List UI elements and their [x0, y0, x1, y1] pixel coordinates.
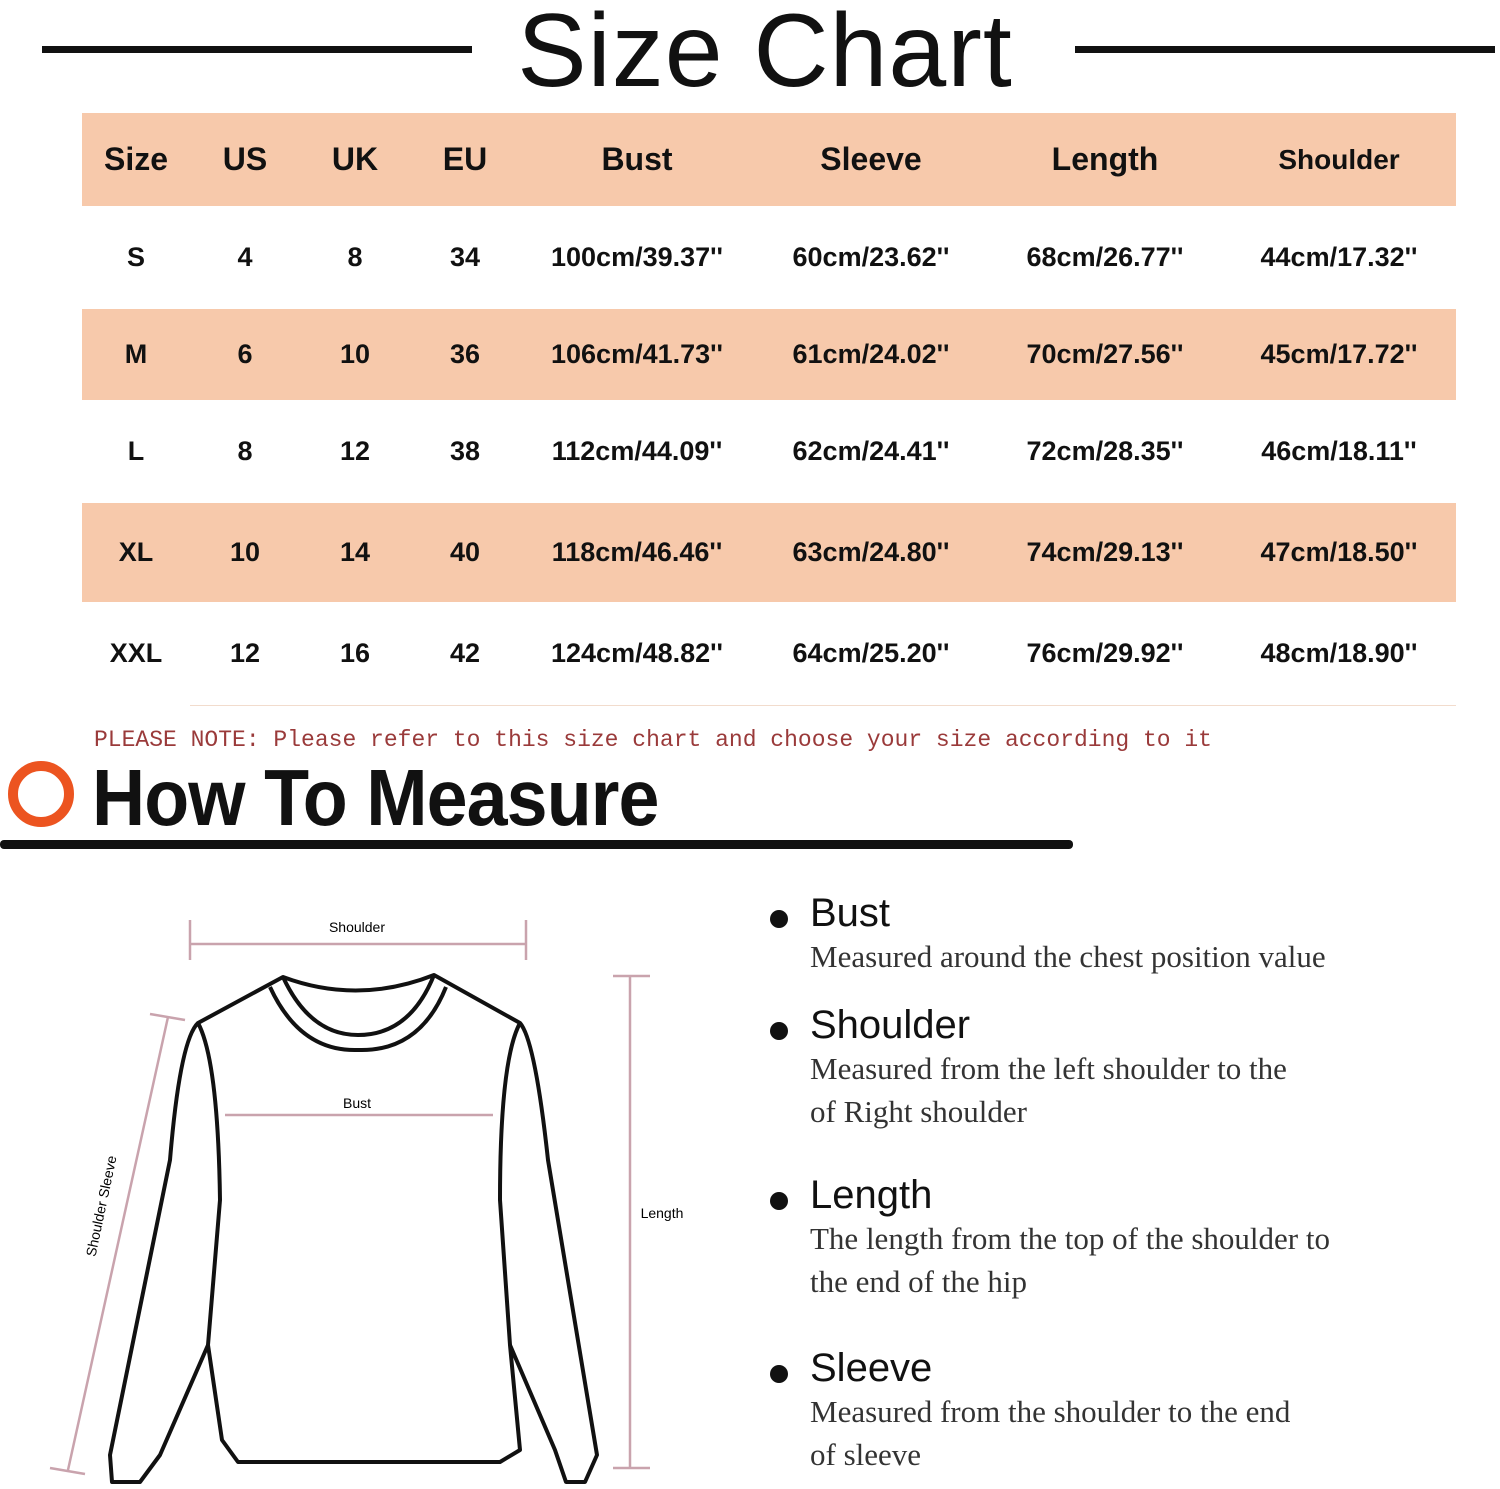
header-size: Size [103, 141, 169, 177]
instruction-text: of sleeve [810, 1437, 922, 1472]
instruction-title: Bust [810, 891, 891, 935]
table-row: XL 10 14 40 118cm/46.46'' 63cm/24.80'' 74cm/29… [82, 503, 1456, 602]
table-cell-shoulder: 47cm/18.50'' [1260, 537, 1418, 567]
table-cell-bust: 100cm/39.37'' [551, 242, 723, 272]
bullet-icon [770, 1022, 788, 1040]
table-cell-us: 6 [237, 339, 253, 369]
title-rule-left [42, 46, 472, 53]
table-cell-sleeve: 61cm/24.02'' [792, 339, 950, 369]
header-eu: EU [442, 141, 488, 177]
instruction-title: Length [810, 1173, 933, 1217]
measure-lines [49, 920, 650, 1476]
table-header-row: Size US UK EU Bust Sleeve Length Shoulde… [82, 113, 1456, 206]
table-cell-size: S [126, 242, 145, 272]
instruction-title: Shoulder [810, 1003, 971, 1047]
table-cell-length: 70cm/27.56'' [1026, 339, 1184, 369]
instruction-text: Measured from the left shoulder to the [810, 1051, 1287, 1086]
table-cell-size: XL [118, 537, 154, 567]
table-cell-eu: 38 [449, 436, 481, 466]
table-cell-sleeve: 62cm/24.41'' [792, 436, 950, 466]
bust-diagram-label: Bust [343, 1095, 371, 1111]
header-length: Length [1051, 141, 1159, 177]
table-cell-shoulder: 45cm/17.72'' [1260, 339, 1418, 369]
table-cell-bust: 124cm/48.82'' [551, 638, 723, 668]
table-cell-sleeve: 63cm/24.80'' [792, 537, 950, 567]
length-diagram-label: Length [641, 1205, 684, 1221]
table-cell-us: 10 [229, 537, 261, 567]
table-cell-bust: 118cm/46.46'' [551, 537, 723, 567]
table-row: L 8 12 38 112cm/44.09'' 62cm/24.41'' 72cm/28.3… [82, 400, 1456, 503]
bullet-icon [770, 1365, 788, 1383]
table-cell-us: 4 [237, 242, 253, 272]
table-cell-bust: 106cm/41.73'' [551, 339, 723, 369]
table-cell-shoulder: 46cm/18.11'' [1261, 436, 1417, 466]
table-cell-sleeve: 64cm/25.20'' [792, 638, 950, 668]
instruction-text: of Right shoulder [810, 1094, 1027, 1129]
ring-icon [8, 761, 74, 827]
table-cell-size: M [124, 339, 148, 369]
table-row: XXL 12 16 42 124cm/48.82'' 64cm/25.20'' 76cm/2… [82, 602, 1456, 705]
table-cell-us: 12 [229, 638, 261, 668]
instruction-text: the end of the hip [810, 1264, 1027, 1299]
header-us: US [222, 141, 268, 177]
table-cell-uk: 8 [347, 242, 363, 272]
bullet-icon [770, 910, 788, 928]
instruction-title: Sleeve [810, 1346, 933, 1390]
table-cell-length: 76cm/29.92'' [1026, 638, 1184, 668]
table-cell-sleeve: 60cm/23.62'' [792, 242, 950, 272]
table-cell-size: L [127, 436, 145, 466]
instruction-text: The length from the top of the shoulder … [810, 1221, 1330, 1256]
title-rule-right [1075, 46, 1495, 53]
how-to-measure-heading: How To Measure [92, 753, 659, 842]
header-uk: UK [331, 141, 379, 177]
bullet-icon [770, 1192, 788, 1210]
table-bottom-line [190, 705, 1456, 706]
table-cell-bust: 112cm/44.09'' [551, 436, 723, 466]
table-cell-eu: 36 [449, 339, 481, 369]
table-cell-length: 72cm/28.35'' [1026, 436, 1184, 466]
instruction-text: Measured from the shoulder to the end [810, 1394, 1291, 1429]
table-cell-eu: 34 [449, 242, 481, 272]
table-cell-eu: 42 [449, 638, 481, 668]
heading-underline [0, 840, 1073, 849]
table-cell-uk: 14 [339, 537, 371, 567]
header-sleeve: Sleeve [820, 141, 922, 177]
table-cell-uk: 12 [339, 436, 371, 466]
header-shoulder: Shoulder [1278, 143, 1400, 175]
sleeve-diagram-label: Shoulder Sleeve [83, 1154, 120, 1258]
instruction-text: Measured around the chest position value [810, 939, 1326, 974]
size-table: Size US UK EU Bust Sleeve Length Shoulde… [82, 113, 1456, 705]
table-cell-eu: 40 [449, 537, 481, 567]
table-cell-us: 8 [237, 436, 253, 466]
table-row: M 6 10 36 106cm/41.73'' 61cm/24.02'' 70cm/27.5… [82, 309, 1456, 400]
table-cell-length: 68cm/26.77'' [1026, 242, 1184, 272]
table-cell-shoulder: 44cm/17.32'' [1260, 242, 1418, 272]
shoulder-diagram-label: Shoulder [329, 919, 385, 935]
page-title: Size Chart [517, 0, 1013, 109]
table-cell-length: 74cm/29.13'' [1026, 537, 1184, 567]
header-bust: Bust [601, 141, 673, 177]
table-row: S 4 8 34 100cm/39.37'' 60cm/23.62'' 68cm/26.77… [82, 206, 1456, 309]
table-cell-uk: 16 [339, 638, 371, 668]
size-note: PLEASE NOTE: Please refer to this size c… [94, 727, 1212, 753]
table-cell-uk: 10 [339, 339, 371, 369]
table-cell-size: XXL [109, 638, 163, 668]
table-cell-shoulder: 48cm/18.90'' [1260, 638, 1418, 668]
sweater-outline [108, 973, 599, 1484]
